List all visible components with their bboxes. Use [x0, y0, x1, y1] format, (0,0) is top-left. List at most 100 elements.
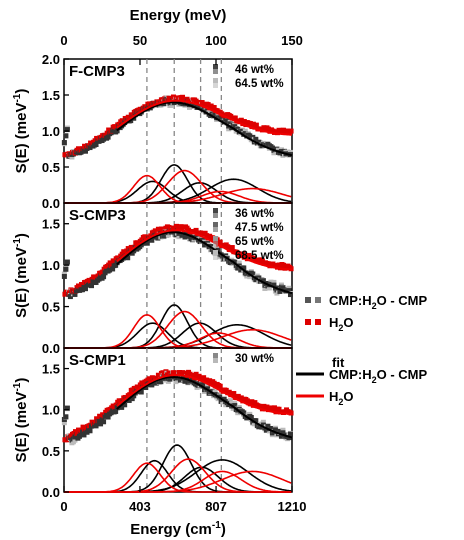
data-point-cmp: [260, 278, 266, 284]
data-point-h2o: [240, 251, 246, 257]
panel-label: S-CMP3: [69, 207, 126, 224]
y-axis-title: S(E) (meV-1): [12, 89, 30, 174]
legend-label: 30 wt%: [235, 353, 274, 365]
legend-h2o-marker-2: [315, 319, 321, 325]
y-axis-title: S(E) (meV-1): [12, 233, 30, 318]
data-point-cmp: [82, 148, 88, 154]
data-point-h2o: [152, 228, 158, 234]
data-point-h2o: [193, 371, 199, 377]
data-point-gray: [61, 420, 67, 426]
data-point-gray: [168, 102, 174, 108]
legend-marker: [213, 78, 218, 83]
data-point-cmp: [61, 140, 67, 146]
data-point-gray: [235, 410, 241, 416]
data-point-cmp: [101, 136, 107, 142]
data-point-h2o: [107, 260, 113, 266]
legend-label: 64.5 wt%: [235, 78, 284, 90]
data-point-cmp: [241, 410, 247, 416]
legend-h2o-label: H2O: [329, 315, 354, 333]
data-point-cmp: [105, 414, 111, 420]
data-point-gray: [260, 419, 266, 425]
data-point-h2o: [211, 105, 217, 111]
fit-peak-black-0: [64, 322, 292, 349]
data-point-gray: [205, 383, 211, 389]
data-point-gray: [236, 260, 242, 266]
legend-fit-title: fit: [332, 355, 345, 370]
data-point-h2o: [238, 117, 244, 123]
data-point-cmp: [101, 274, 107, 280]
data-point-cmp: [96, 276, 102, 282]
data-point-cmp: [227, 121, 233, 127]
data-point-cmp: [144, 240, 150, 246]
data-point-h2o: [229, 245, 235, 251]
y-axis-title: S(E) (meV-1): [12, 378, 30, 463]
legend-marker: [213, 250, 218, 255]
fit-peak-black-2: [64, 322, 292, 349]
y-tick-label: 1.5: [42, 362, 60, 377]
data-point-cmp: [82, 286, 88, 292]
data-point-cmp: [158, 379, 164, 385]
data-point-gray: [280, 427, 286, 433]
fit-total-black: [116, 231, 293, 295]
y-tick-label: 0.5: [42, 300, 60, 315]
data-point-cmp: [110, 266, 116, 272]
data-point-gray: [72, 437, 78, 443]
data-point-h2o: [249, 399, 255, 405]
data-point-cmp: [143, 385, 149, 391]
data-point-cmp: [98, 421, 104, 427]
y-tick-label: 2.0: [42, 52, 60, 67]
data-point-cmp: [129, 396, 135, 402]
data-point-cmp: [271, 282, 277, 288]
data-point-h2o: [180, 94, 186, 100]
panels-layer: 0.0 0.5 1.0 1.5 2.0 S(E) (meV-1) F-CMP3 46 wt% 6…: [12, 33, 306, 514]
data-point-h2o: [187, 371, 193, 377]
top-tick-label: 0: [60, 33, 67, 48]
data-point-cmp: [263, 427, 269, 433]
data-point-cmp: [278, 433, 284, 439]
data-point-cmp: [93, 141, 99, 147]
data-point-cmp: [224, 119, 230, 125]
x-tick-label: 0: [60, 499, 67, 514]
data-point-gray: [262, 286, 268, 292]
data-point-h2o: [217, 383, 223, 389]
data-point-h2o: [74, 431, 80, 437]
data-point-cmp: [93, 423, 99, 429]
data-point-h2o: [232, 115, 238, 121]
data-point-cmp: [63, 414, 69, 420]
data-point-cmp: [215, 247, 221, 253]
data-point-h2o: [205, 102, 211, 108]
y-tick-label: 0.5: [42, 444, 60, 459]
bottom-axis-title: Energy (cm-1): [130, 520, 226, 538]
data-point-cmp: [61, 273, 67, 279]
data-point-cmp: [232, 403, 238, 409]
legend-marker: [213, 255, 218, 260]
data-point-h2o: [271, 405, 277, 411]
y-tick-label: 1.5: [42, 217, 60, 232]
data-point-cmp: [277, 288, 283, 294]
data-point-h2o: [238, 395, 244, 401]
legend-label: 47.5 wt%: [235, 222, 284, 234]
fit-total-red: [116, 374, 292, 415]
legend-fit-red-label: H2O: [329, 389, 354, 407]
data-point-h2o: [207, 378, 213, 384]
data-point-cmp: [260, 422, 266, 428]
legend-marker: [213, 353, 218, 358]
y-tick-label: 1.0: [42, 403, 60, 418]
x-tick-label: 403: [129, 499, 151, 514]
data-point-cmp: [253, 418, 259, 424]
fit-total-red: [116, 229, 293, 271]
fit-peak-red-2: [64, 470, 292, 493]
data-point-h2o: [231, 391, 237, 397]
data-point-cmp: [101, 419, 107, 425]
y-tick-label: 0.5: [42, 160, 60, 175]
data-point-h2o: [281, 262, 287, 268]
data-point-cmp: [265, 423, 271, 429]
data-point-cmp: [81, 432, 87, 438]
fit-total-black: [116, 376, 293, 439]
data-point-cmp: [268, 425, 274, 431]
data-point-gray: [266, 285, 272, 291]
data-point-h2o: [250, 402, 256, 408]
data-point-cmp: [113, 408, 119, 414]
data-point-cmp: [64, 405, 70, 411]
